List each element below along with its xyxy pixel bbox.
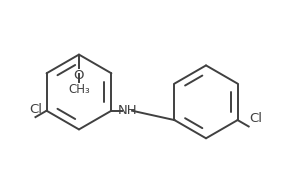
Text: Cl: Cl xyxy=(29,103,42,116)
Text: Cl: Cl xyxy=(250,112,263,125)
Text: CH₃: CH₃ xyxy=(68,83,90,96)
Text: O: O xyxy=(74,69,84,82)
Text: NH: NH xyxy=(117,104,137,117)
